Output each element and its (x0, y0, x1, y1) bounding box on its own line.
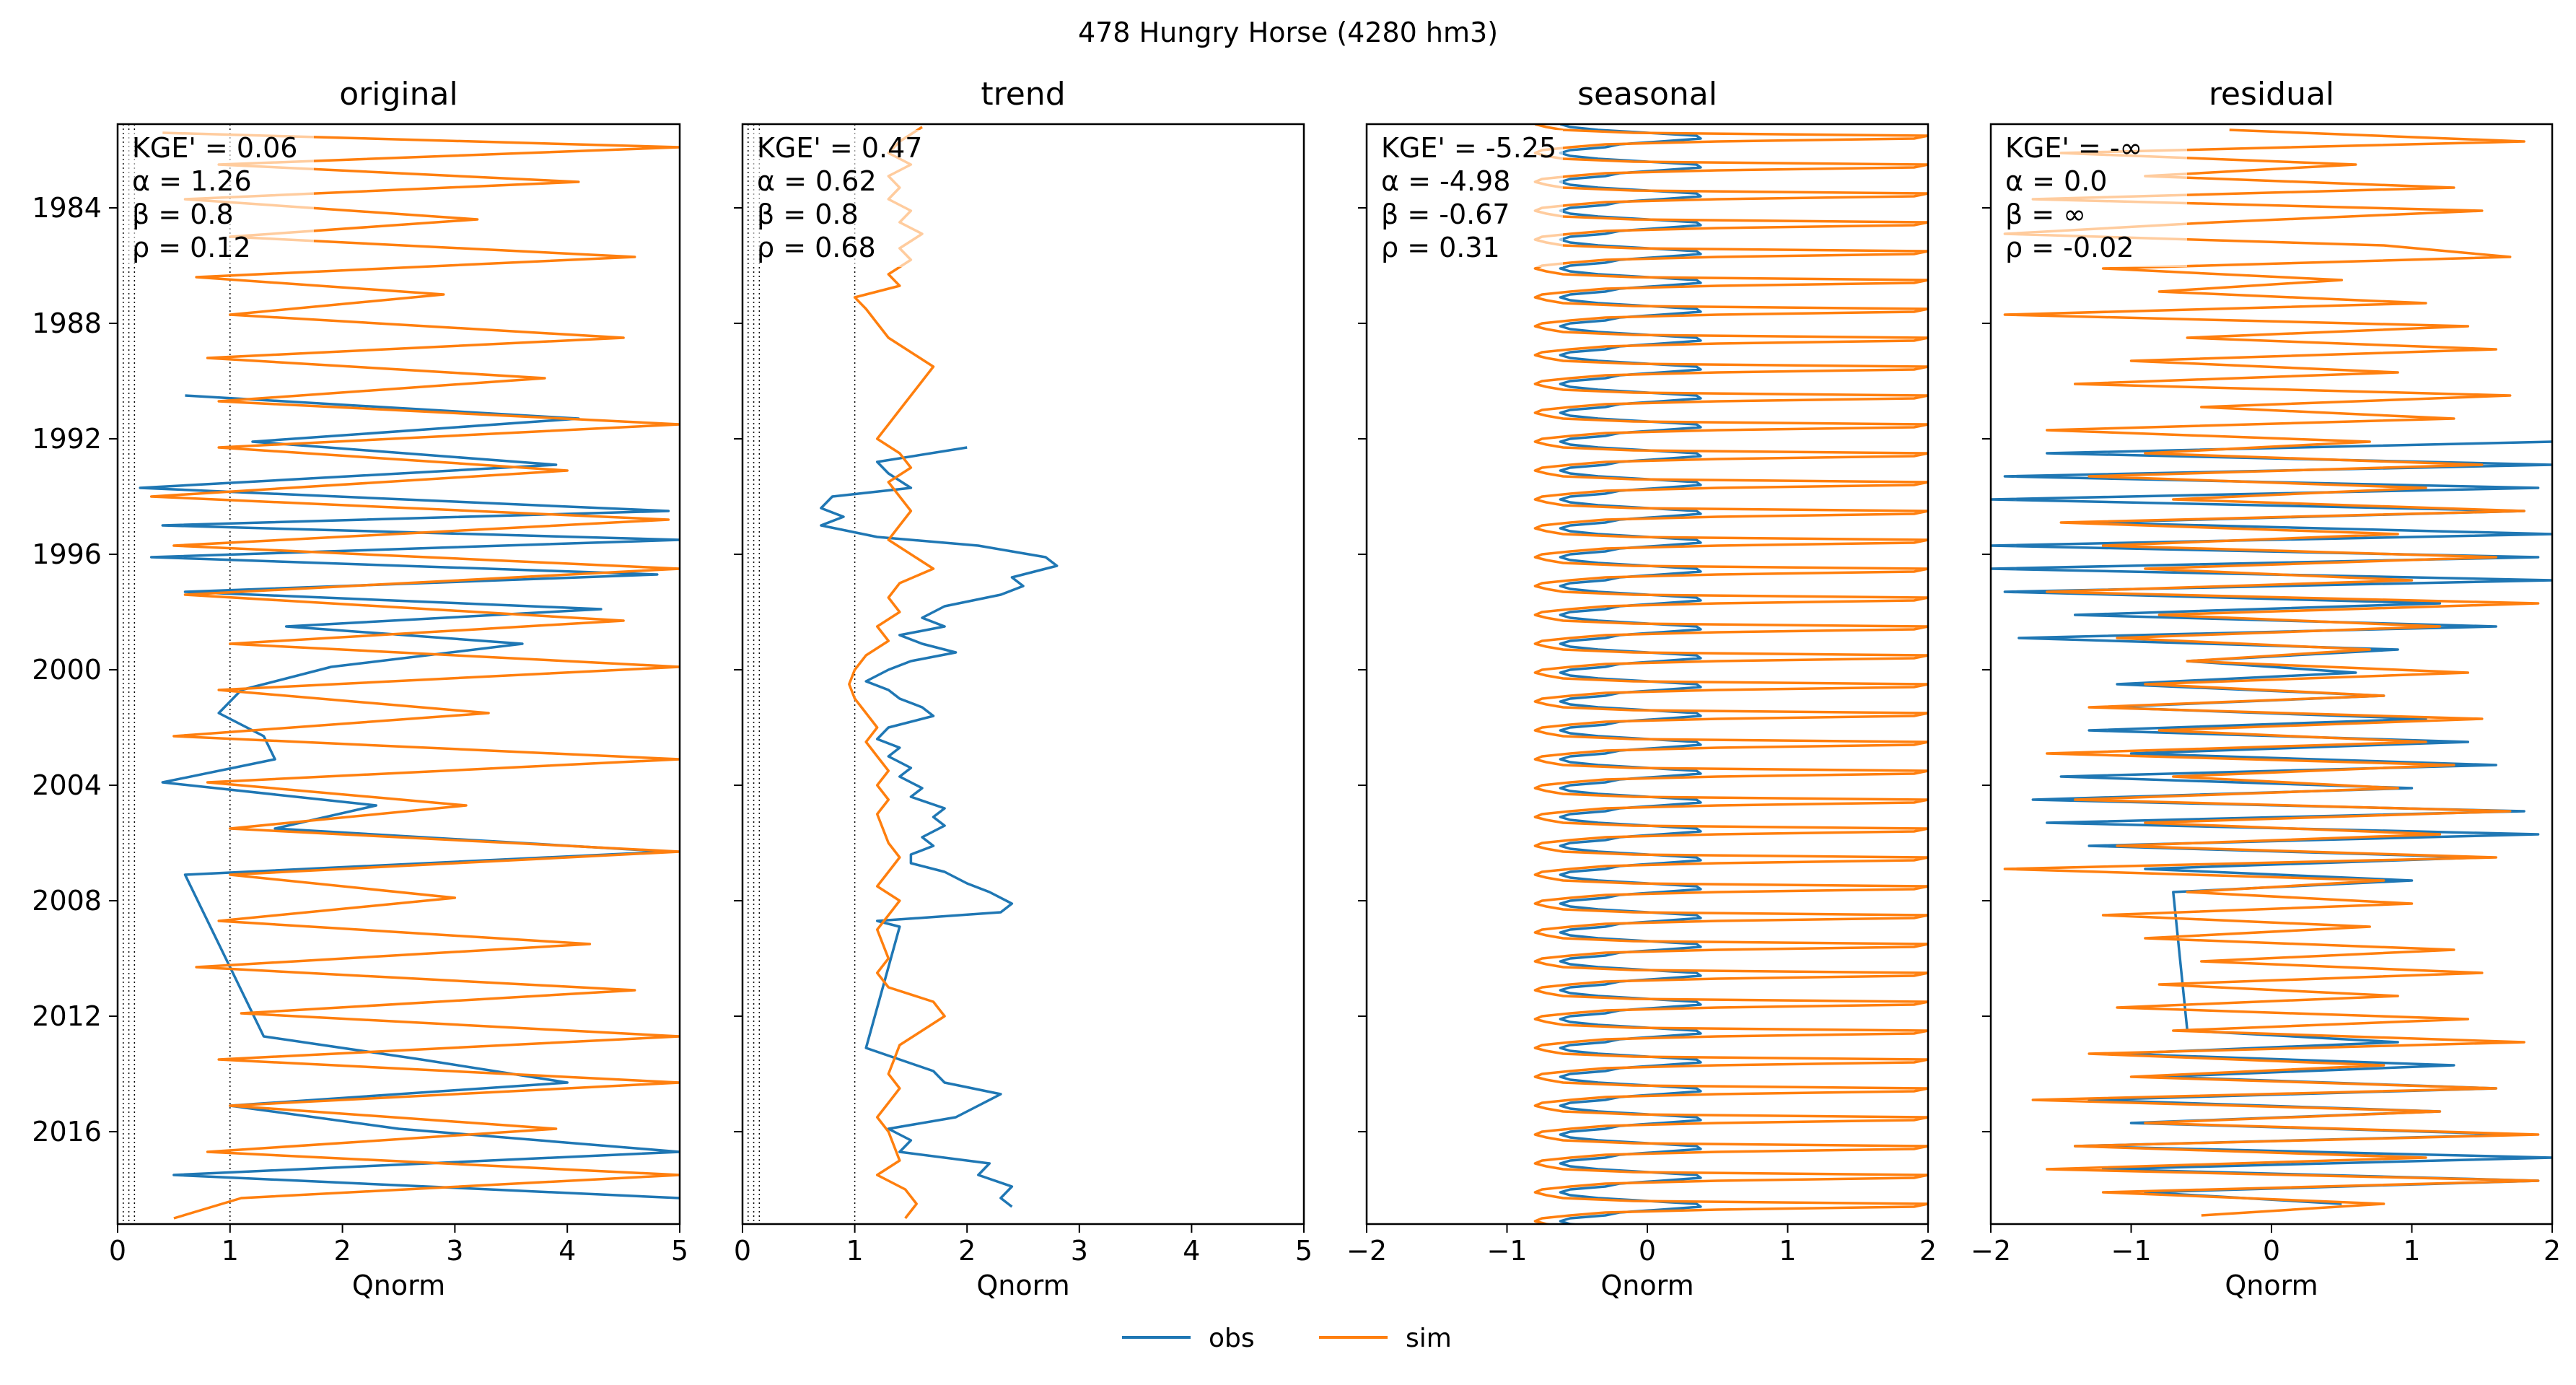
x-tick-label: 0 (109, 1235, 126, 1267)
x-tick-label: 5 (671, 1235, 688, 1267)
series-sim-line (848, 126, 946, 1220)
x-axis-label: Qnorm (1600, 1270, 1694, 1301)
stats-line: ρ = 0.68 (757, 232, 876, 263)
plot-area (1991, 128, 2552, 1217)
x-tick-label: 0 (1639, 1235, 1656, 1267)
stats-line: β = ∞ (2005, 198, 2086, 230)
legend: obs sim (1122, 1324, 1452, 1353)
stats-line: α = 1.26 (132, 165, 252, 197)
x-tick-label: 1 (2403, 1235, 2420, 1267)
x-tick-label: 2 (334, 1235, 351, 1267)
x-tick-label: −2 (1971, 1235, 2011, 1267)
x-tick-label: 2 (1919, 1235, 1937, 1267)
x-tick-label: 0 (734, 1235, 751, 1267)
stats-background (751, 130, 939, 267)
stats-line: KGE' = 0.06 (132, 132, 297, 164)
axes-frame (116, 123, 681, 1225)
x-tick-label: 2 (2544, 1235, 2561, 1267)
series-sim-line (149, 131, 680, 1220)
panel-residual: residual −2 −1 0 1 2 Qnorm KGE' = -∞α = 0.0β = … (1971, 76, 2561, 1301)
stats-box: KGE' = 0.06α = 1.26β = 0.8ρ = 0.12 (126, 130, 314, 267)
y-tick-label: 1996 (32, 538, 102, 570)
y-tick-label: 2016 (32, 1116, 102, 1148)
x-tick-label: 5 (1295, 1235, 1313, 1267)
series-obs-line (820, 446, 1059, 1208)
plot-area (748, 124, 1059, 1224)
plot-area (123, 124, 680, 1224)
panel-title: seasonal (1577, 76, 1717, 113)
panel-trend: trend 0 1 2 3 4 5 Qnorm KGE' = 0.47α = 0.62β = 0… (734, 76, 1313, 1301)
plot-area (1533, 124, 1928, 1224)
series-sim-line (2003, 128, 2540, 1217)
series-sim-line (1533, 124, 1928, 1224)
stats-line: KGE' = 0.47 (757, 132, 922, 164)
x-tick-label: 3 (446, 1235, 463, 1267)
stats-line: ρ = -0.02 (2005, 232, 2134, 263)
x-tick-label: −1 (2111, 1235, 2151, 1267)
y-tick-label: 1984 (32, 192, 102, 224)
panel-original: original 0 1 2 3 4 5 Qnorm 1984 1988 1992 1996 2000 2… (32, 76, 688, 1301)
x-axis-label: Qnorm (352, 1270, 445, 1301)
x-tick-label: 1 (1779, 1235, 1796, 1267)
legend-sim-label: sim (1406, 1324, 1452, 1353)
x-tick-label: −2 (1346, 1235, 1387, 1267)
stats-line: KGE' = -5.25 (1381, 132, 1556, 164)
x-tick-label: 4 (558, 1235, 576, 1267)
x-tick-label: 0 (2263, 1235, 2280, 1267)
stats-background (1375, 130, 1563, 267)
y-tick-label: 1992 (32, 423, 102, 455)
panel-title: residual (2209, 76, 2334, 113)
panel-title: trend (981, 76, 1065, 113)
x-axis-label: Qnorm (2225, 1270, 2318, 1301)
stats-line: β = -0.67 (1381, 198, 1510, 230)
stats-line: α = 0.0 (2005, 165, 2107, 197)
x-tick-label: 2 (958, 1235, 976, 1267)
stats-line: β = 0.8 (132, 198, 234, 230)
stats-line: ρ = 0.12 (132, 232, 251, 263)
stats-line: α = -4.98 (1381, 165, 1510, 197)
stats-box: KGE' = 0.47α = 0.62β = 0.8ρ = 0.68 (751, 130, 939, 267)
stats-box: KGE' = -5.25α = -4.98β = -0.67ρ = 0.31 (1375, 130, 1563, 267)
x-tick-label: 1 (846, 1235, 864, 1267)
series-obs-line (139, 394, 680, 1200)
x-tick-label: 1 (222, 1235, 239, 1267)
series-obs-line (1559, 124, 1702, 1224)
stats-line: KGE' = -∞ (2005, 132, 2142, 164)
axes-frame (741, 123, 1305, 1225)
x-tick-label: 4 (1183, 1235, 1200, 1267)
figure-title: 478 Hungry Horse (4280 hm3) (1078, 17, 1498, 48)
panel-title: original (339, 76, 457, 113)
panel-seasonal: seasonal −2 −1 0 1 2 Qnorm KGE' = -5.25α = -4.9… (1346, 76, 1937, 1301)
legend-obs-label: obs (1209, 1324, 1255, 1353)
stats-line: ρ = 0.31 (1381, 232, 1500, 263)
y-tick-label: 2012 (32, 1000, 102, 1032)
stats-line: α = 0.62 (757, 165, 877, 197)
stats-background (126, 130, 314, 267)
stats-box: KGE' = -∞α = 0.0β = ∞ρ = -0.02 (1999, 130, 2187, 267)
x-tick-label: 3 (1071, 1235, 1088, 1267)
y-tick-label: 1988 (32, 307, 102, 339)
stats-background (1999, 130, 2187, 267)
y-tick-label: 2008 (32, 885, 102, 917)
stats-line: β = 0.8 (757, 198, 859, 230)
y-tick-label: 2004 (32, 769, 102, 801)
x-axis-label: Qnorm (976, 1270, 1069, 1301)
y-tick-label: 2000 (32, 654, 102, 686)
x-tick-label: −1 (1486, 1235, 1527, 1267)
